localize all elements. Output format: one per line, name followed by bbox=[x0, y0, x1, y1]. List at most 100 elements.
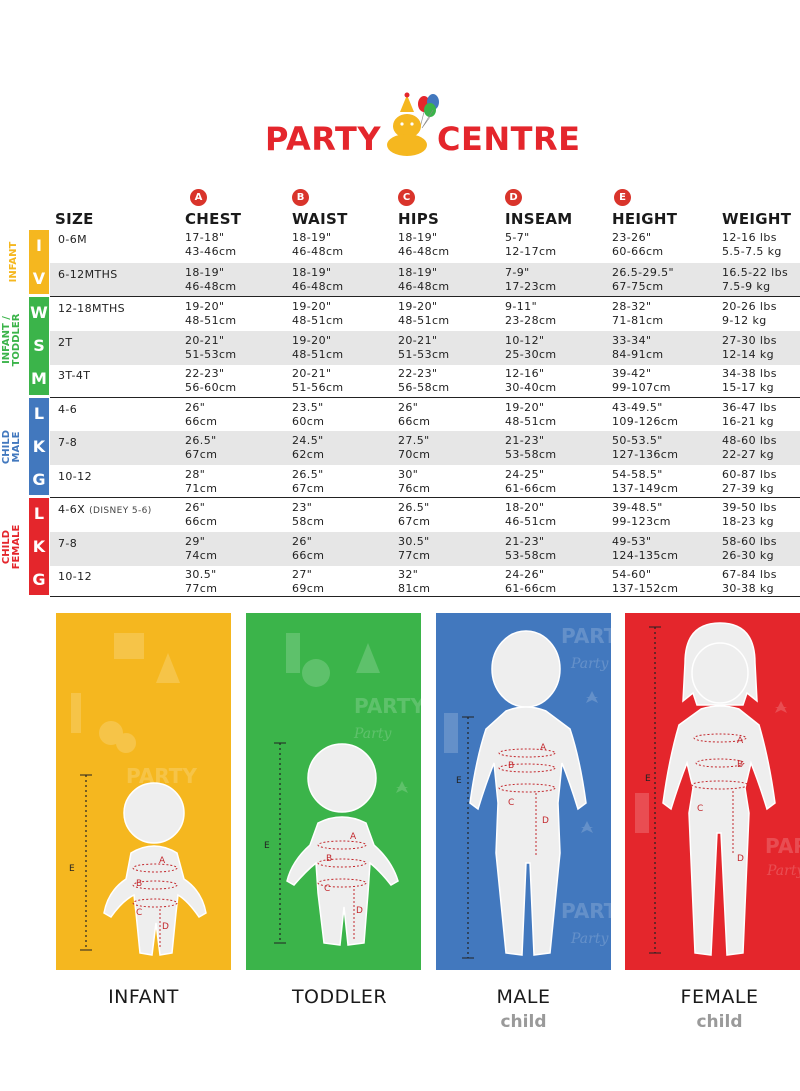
table-row: 3T-4T 22-23" 56-60cm 20-21" 51-56cm 22-23" 56-… bbox=[50, 364, 800, 398]
height-cell: 39-42" 99-107cm bbox=[612, 367, 671, 394]
size-letter: V bbox=[32, 269, 46, 288]
panel-male-child: PARTY Party PARTY Party E A B C D bbox=[436, 613, 611, 970]
svg-text:E: E bbox=[645, 774, 651, 784]
size-letter: G bbox=[32, 470, 46, 489]
svg-text:PARTY: PARTY bbox=[561, 899, 611, 923]
group-bar-child-female: L K G bbox=[29, 498, 49, 595]
panel-label-female: FEMALE bbox=[680, 986, 759, 1008]
chest-cell: 30.5" 77cm bbox=[185, 568, 218, 595]
svg-text:E: E bbox=[69, 864, 75, 874]
svg-text:B: B bbox=[326, 854, 332, 864]
column-header-chest: CHEST bbox=[185, 210, 242, 228]
svg-text:B: B bbox=[508, 761, 514, 771]
column-badge-inseam: D bbox=[505, 189, 522, 206]
size-cell: 4-6X (DISNEY 5-6) bbox=[58, 503, 152, 516]
weight-cell: 34-38 lbs 15-17 kg bbox=[722, 367, 777, 394]
size-note: (DISNEY 5-6) bbox=[89, 506, 152, 516]
svg-text:PARTY: PARTY bbox=[765, 834, 800, 858]
svg-text:Party: Party bbox=[353, 726, 392, 742]
waist-cell: 27" 69cm bbox=[292, 568, 325, 595]
panel-label-male: MALE bbox=[496, 986, 551, 1008]
party-mascot-logo-icon bbox=[387, 92, 439, 156]
svg-text:Party: Party bbox=[570, 656, 609, 672]
group-divider bbox=[50, 296, 800, 297]
height-cell: 26.5-29.5" 67-75cm bbox=[612, 266, 675, 293]
weight-cell: 36-47 lbs 16-21 kg bbox=[722, 401, 777, 428]
size-cell: 7-8 bbox=[58, 537, 78, 550]
hips-cell: 19-20" 48-51cm bbox=[398, 300, 450, 327]
table-row: 10-12 28" 71cm 26.5" 67cm 30" 76cm 24-25" 61-66c… bbox=[50, 465, 800, 499]
height-cell: 54-60" 137-152cm bbox=[612, 568, 679, 595]
size-letter: I bbox=[36, 236, 42, 255]
table-row: 10-12 30.5" 77cm 27" 69cm 32" 81cm 24-26" 61-66c… bbox=[50, 565, 800, 599]
weight-cell: 67-84 lbs 30-38 kg bbox=[722, 568, 777, 595]
waist-cell: 18-19" 46-48cm bbox=[292, 231, 344, 258]
inseam-cell: 21-23" 53-58cm bbox=[505, 434, 557, 461]
svg-text:B: B bbox=[136, 879, 142, 889]
inseam-cell: 24-26" 61-66cm bbox=[505, 568, 557, 595]
group-divider bbox=[50, 497, 800, 498]
column-badge-height: E bbox=[614, 189, 631, 206]
column-header-inseam: INSEAM bbox=[505, 210, 573, 228]
chest-cell: 29" 74cm bbox=[185, 535, 218, 562]
size-letter: L bbox=[33, 504, 45, 523]
svg-text:C: C bbox=[136, 908, 142, 918]
weight-cell: 60-87 lbs 27-39 kg bbox=[722, 468, 777, 495]
group-bar-child-male: L K G bbox=[29, 398, 49, 495]
waist-cell: 23" 58cm bbox=[292, 501, 325, 528]
weight-cell: 16.5-22 lbs 7.5-9 kg bbox=[722, 266, 789, 293]
hips-cell: 18-19" 46-48cm bbox=[398, 266, 450, 293]
size-letter: L bbox=[33, 404, 45, 423]
weight-cell: 58-60 lbs 26-30 kg bbox=[722, 535, 777, 562]
height-cell: 33-34" 84-91cm bbox=[612, 334, 664, 361]
group-bar-infant-toddler: W S M bbox=[29, 297, 49, 395]
table-row: 4-6 26" 66cm 23.5" 60cm 26" 66cm 19-20" 48-51cm 4… bbox=[50, 398, 800, 432]
column-header-hips: HIPS bbox=[398, 210, 440, 228]
waist-cell: 20-21" 51-56cm bbox=[292, 367, 344, 394]
hips-cell: 18-19" 46-48cm bbox=[398, 231, 450, 258]
weight-cell: 27-30 lbs 12-14 kg bbox=[722, 334, 777, 361]
height-cell: 50-53.5" 127-136cm bbox=[612, 434, 679, 461]
column-header-height: HEIGHT bbox=[612, 210, 678, 228]
panel-label-infant: INFANT bbox=[108, 986, 179, 1008]
inseam-cell: 10-12" 25-30cm bbox=[505, 334, 557, 361]
size-letter: M bbox=[31, 369, 47, 388]
table-row: 7-8 26.5" 67cm 24.5" 62cm 27.5" 70cm 21-23" 53-5… bbox=[50, 431, 800, 465]
size-cell: 4-6 bbox=[58, 403, 78, 416]
height-cell: 39-48.5" 99-123cm bbox=[612, 501, 671, 528]
panel-sublabel-male: child bbox=[500, 1012, 547, 1032]
height-cell: 28-32" 71-81cm bbox=[612, 300, 664, 327]
svg-text:Party: Party bbox=[570, 931, 609, 947]
waist-cell: 18-19" 46-48cm bbox=[292, 266, 344, 293]
column-header-size: SIZE bbox=[55, 210, 94, 228]
svg-text:C: C bbox=[697, 804, 703, 814]
table-row: 4-6X (DISNEY 5-6) 26" 66cm 23" 58cm 26.5" 67cm 1… bbox=[50, 498, 800, 532]
svg-text:B: B bbox=[737, 760, 743, 770]
group-divider bbox=[50, 397, 800, 398]
chest-cell: 26.5" 67cm bbox=[185, 434, 218, 461]
svg-text:PARTY: PARTY bbox=[561, 624, 611, 648]
svg-text:D: D bbox=[356, 906, 363, 916]
logo-text-party: PARTY bbox=[265, 120, 381, 158]
group-label-infant-toddler: INFANT / TODDLER bbox=[1, 313, 22, 367]
svg-text:A: A bbox=[159, 856, 166, 866]
height-cell: 54-58.5" 137-149cm bbox=[612, 468, 679, 495]
group-label-child-female: CHILD FEMALE bbox=[1, 524, 22, 570]
svg-text:D: D bbox=[737, 854, 744, 864]
svg-text:E: E bbox=[456, 776, 462, 786]
panel-female-child: PARTY Party E A B C D bbox=[625, 613, 800, 970]
chest-cell: 19-20" 48-51cm bbox=[185, 300, 237, 327]
weight-cell: 12-16 lbs 5.5-7.5 kg bbox=[722, 231, 782, 258]
chest-cell: 18-19" 46-48cm bbox=[185, 266, 237, 293]
hips-cell: 32" 81cm bbox=[398, 568, 431, 595]
size-cell: 12-18MTHS bbox=[58, 302, 126, 315]
male-child-figure-illustration: PARTY Party PARTY Party E A B C D bbox=[444, 624, 611, 959]
panel-toddler: PARTY Party E A B C D bbox=[246, 613, 421, 970]
chest-cell: 22-23" 56-60cm bbox=[185, 367, 237, 394]
chest-cell: 26" 66cm bbox=[185, 401, 218, 428]
inseam-cell: 19-20" 48-51cm bbox=[505, 401, 557, 428]
hips-cell: 30" 76cm bbox=[398, 468, 431, 495]
inseam-cell: 21-23" 53-58cm bbox=[505, 535, 557, 562]
group-label-infant: INFANT bbox=[8, 241, 19, 283]
size-cell: 10-12 bbox=[58, 470, 92, 483]
